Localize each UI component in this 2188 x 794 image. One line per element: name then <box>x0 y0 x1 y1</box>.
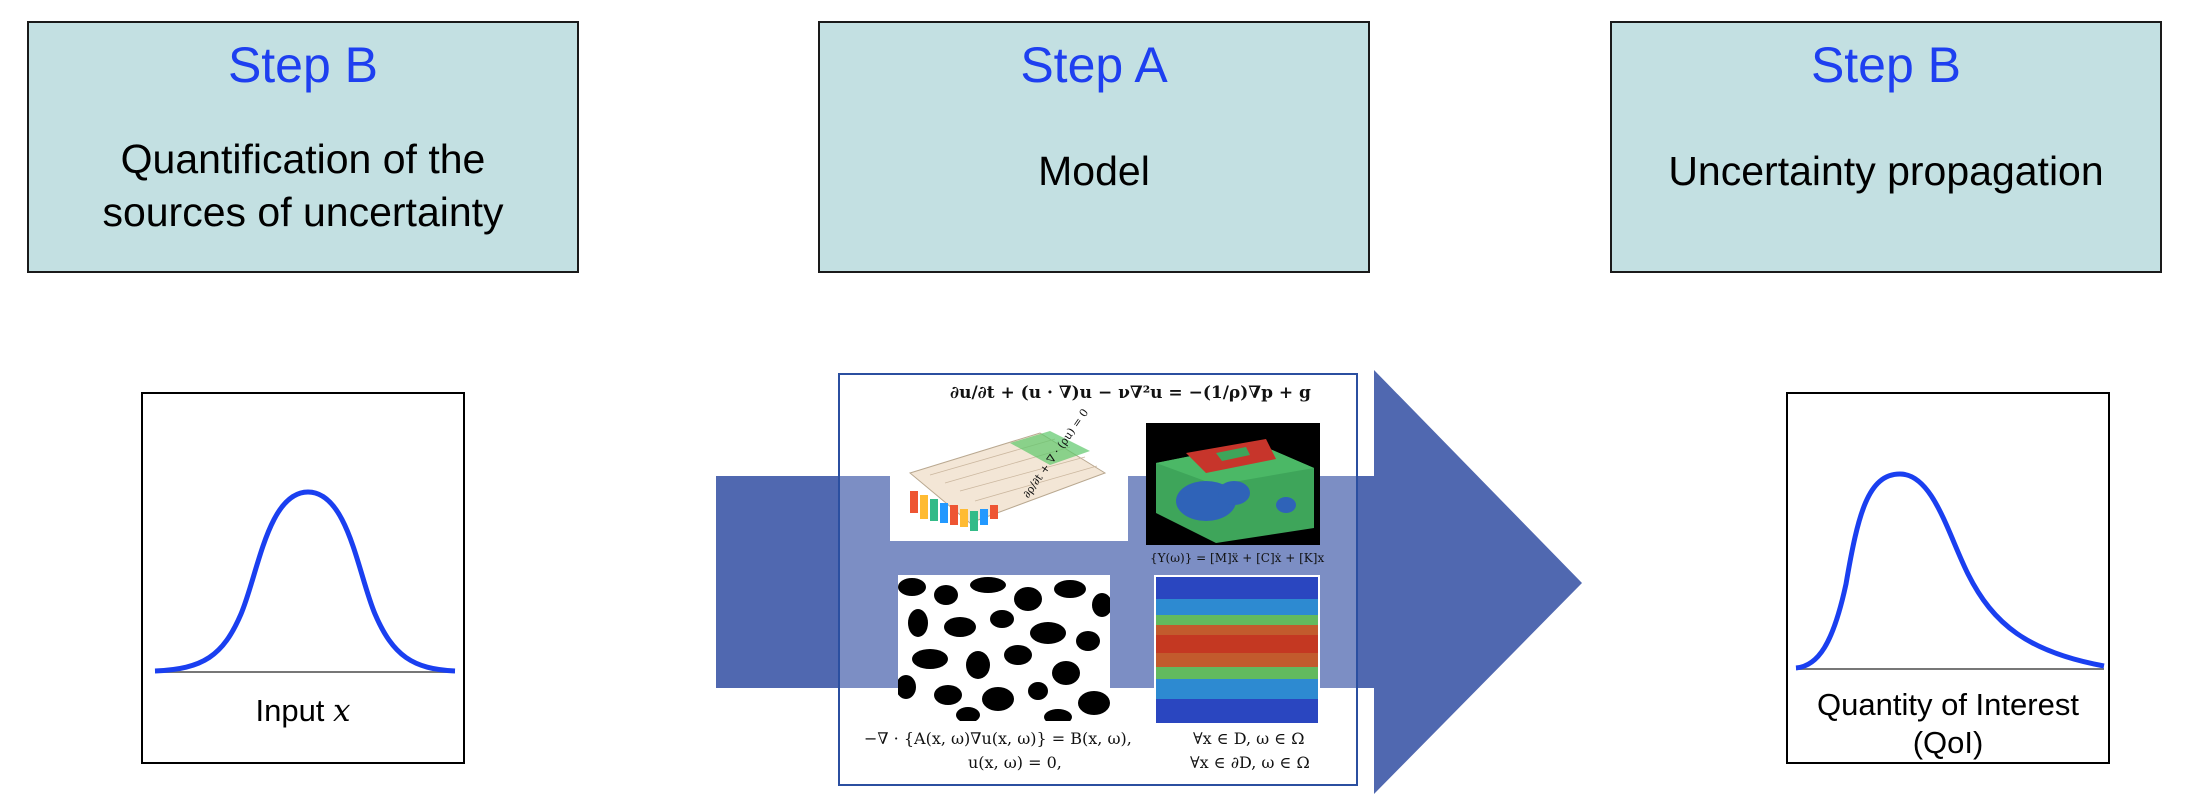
step-description: Uncertainty propagation <box>1668 148 2104 194</box>
step-box-model: Step A Model <box>818 21 1370 273</box>
boundary-condition-domain: ∀x ∈ ∂D, ω ∈ Ω <box>1190 753 1310 772</box>
input-label: Input x <box>255 693 351 729</box>
step-description: Model <box>1038 148 1150 194</box>
step-box-uncertainty-sources: Step B Quantification of the sources of … <box>27 21 579 273</box>
stochastic-pde-domain: ∀x ∈ D, ω ∈ Ω <box>1193 729 1305 748</box>
stochastic-field-image <box>1154 575 1320 725</box>
skewed-distribution-curve <box>1795 471 2105 671</box>
step-description: Quantification of the sources of uncerta… <box>102 136 504 235</box>
output-distribution-plot: Quantity of Interest (QoI) <box>1786 392 2110 764</box>
input-distribution-plot: Input x <box>141 392 465 764</box>
step-title: Step B <box>1810 37 1962 93</box>
input-variable: x <box>333 693 351 729</box>
structural-equation: {Y(ω)} = [M]ẍ + [C]ẋ + [K]x <box>1150 551 1325 565</box>
navier-stokes-equation: ∂u/∂t + (u · ∇)u − ν∇²u = −(1/ρ)∇p + g <box>950 383 1311 403</box>
qoi-label: Quantity of Interest (QoI) <box>1817 687 2079 760</box>
random-field-image <box>898 575 1110 721</box>
step-title: Step B <box>227 37 379 93</box>
gaussian-curve <box>154 489 456 674</box>
boundary-condition-equation: u(x, ω) = 0, <box>968 753 1062 772</box>
model-panel: ∂u/∂t + (u · ∇)u − ν∇²u = −(1/ρ)∇p + g <box>838 373 1358 786</box>
structural-model-image <box>1146 423 1320 545</box>
step-title: Step A <box>1020 37 1168 93</box>
step-box-uncertainty-propagation: Step B Uncertainty propagation <box>1610 21 2162 273</box>
cfd-simulation-image: ∂ρ/∂t + ∇ · (ρu) = 0 <box>890 406 1128 541</box>
stochastic-pde-equation: −∇ · {A(x, ω)∇u(x, ω)} = B(x, ω), <box>864 729 1132 748</box>
